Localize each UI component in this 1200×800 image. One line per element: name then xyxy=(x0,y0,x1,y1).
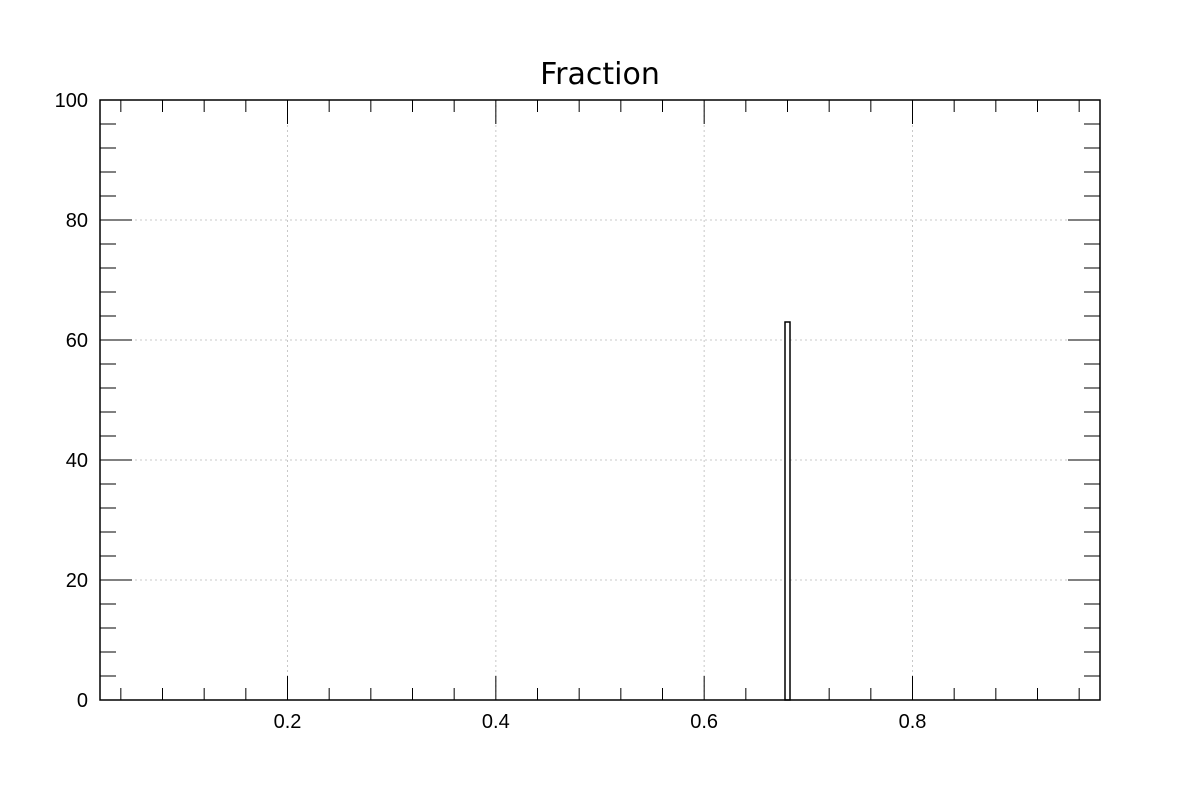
y-tick-label: 0 xyxy=(77,690,88,712)
y-tick-label: 20 xyxy=(66,570,88,592)
y-tick-label: 40 xyxy=(66,450,88,472)
x-tick-label: 0.6 xyxy=(690,711,718,733)
plot-frame xyxy=(99,99,1101,701)
histogram-bars xyxy=(784,321,791,701)
chart-title: Fraction xyxy=(540,57,660,92)
y-tick-label: 80 xyxy=(66,210,88,232)
x-tick-label: 0.8 xyxy=(899,711,927,733)
x-tick-label: 0.4 xyxy=(482,711,510,733)
y-tick-label: 60 xyxy=(66,330,88,352)
x-tick-label: 0.2 xyxy=(274,711,302,733)
tick-labels: 0.2 0.4 0.6 0.8 0 20 40 60 80 100 xyxy=(55,90,927,733)
y-tick-label: 100 xyxy=(55,90,88,112)
histogram-bar xyxy=(784,321,791,701)
grid-lines xyxy=(100,100,1100,700)
